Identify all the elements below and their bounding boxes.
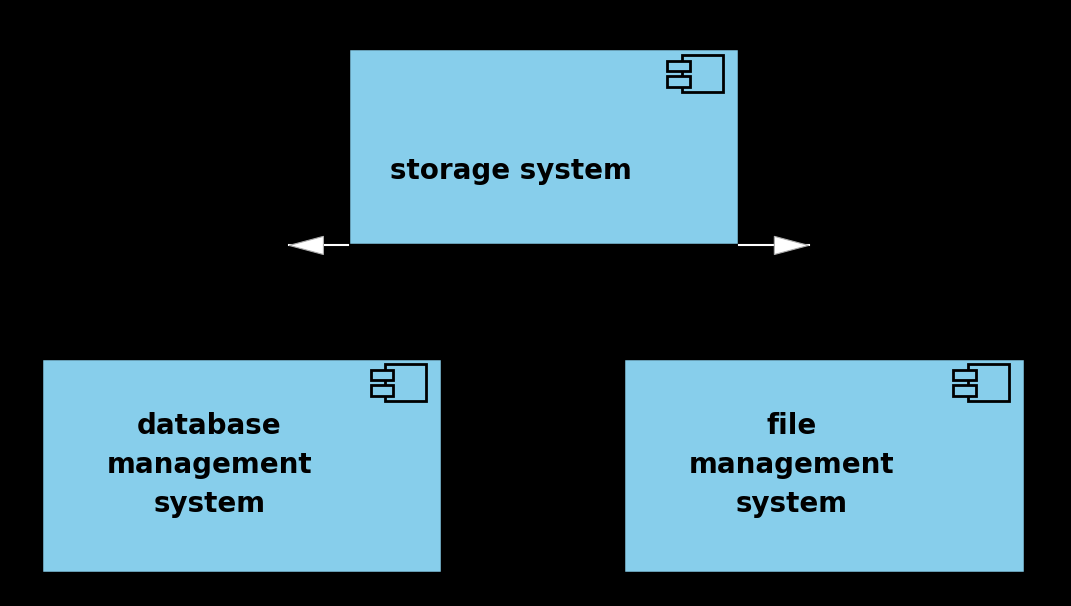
Bar: [41, 358, 442, 573]
Bar: [386, 364, 426, 401]
Polygon shape: [289, 236, 323, 255]
Bar: [953, 370, 976, 381]
Bar: [371, 370, 393, 381]
Polygon shape: [774, 236, 809, 255]
Bar: [623, 358, 1025, 573]
Bar: [667, 76, 690, 87]
Text: storage system: storage system: [391, 157, 632, 185]
Text: file
management
system: file management system: [690, 412, 894, 518]
Bar: [953, 385, 976, 396]
Bar: [968, 364, 1009, 401]
Text: database
management
system: database management system: [107, 412, 312, 518]
Bar: [667, 61, 690, 72]
Bar: [682, 55, 723, 92]
Bar: [371, 385, 393, 396]
Bar: [348, 48, 739, 245]
